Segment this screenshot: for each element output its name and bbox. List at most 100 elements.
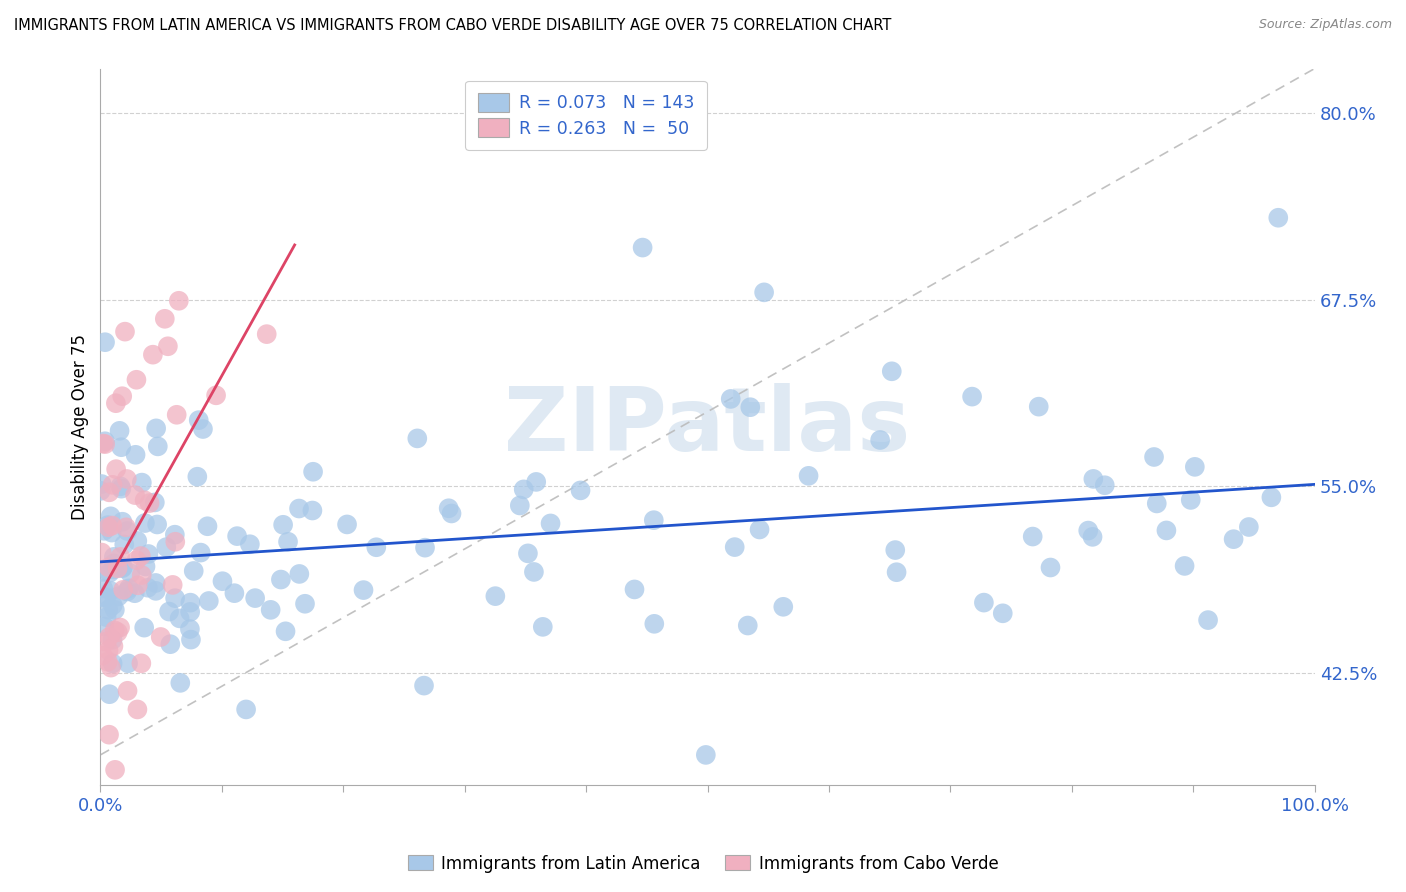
Point [100,660,122,674]
Point [120,566,142,581]
Point [97,560,120,574]
Point [162,578,184,592]
Point [880,364,903,378]
Point [107,561,129,575]
Point [153,311,176,326]
Point [127,533,149,548]
Point [524,475,547,489]
Point [145,576,167,591]
Point [131,568,153,582]
Point [108,424,131,438]
Point [146,517,169,532]
Point [110,482,132,496]
Point [243,591,266,606]
Point [145,421,167,435]
Point [112,537,135,551]
Point [127,702,149,716]
Text: Source: ZipAtlas.com: Source: ZipAtlas.com [1258,18,1392,31]
Point [97,520,120,534]
Point [1180,492,1202,507]
Point [179,596,201,610]
Point [94,634,117,648]
Point [211,574,233,589]
Point [94,434,117,449]
Point [100,525,122,540]
Point [180,632,202,647]
Point [104,624,127,638]
Point [226,529,249,543]
Point [886,565,908,579]
Point [437,501,460,516]
Point [186,469,208,483]
Point [94,437,117,451]
Point [413,679,436,693]
Point [1021,530,1043,544]
Point [205,388,228,402]
Point [143,495,166,509]
Point [100,509,122,524]
Point [973,596,995,610]
Legend: Immigrants from Latin America, Immigrants from Cabo Verde: Immigrants from Latin America, Immigrant… [401,848,1005,880]
Point [752,285,775,300]
Point [540,516,562,531]
Point [110,549,132,564]
Point [239,537,262,551]
Point [103,562,125,576]
Point [1267,211,1289,225]
Point [1174,558,1197,573]
Point [256,327,278,342]
Point [869,433,891,447]
Point [277,534,299,549]
Point [179,605,201,619]
Point [129,549,152,563]
Point [124,448,146,462]
Point [523,565,546,579]
Point [187,413,209,427]
Point [169,676,191,690]
Point [97,643,120,657]
Point [516,546,538,560]
Point [509,499,531,513]
Legend: R = 0.073   N = 143, R = 0.263   N =  50: R = 0.073 N = 143, R = 0.263 N = 50 [465,81,707,150]
Point [100,584,122,599]
Y-axis label: Disability Age Over 75: Disability Age Over 75 [72,334,89,520]
Point [146,439,169,453]
Point [107,590,129,604]
Point [1028,400,1050,414]
Point [166,408,188,422]
Point [1222,532,1244,546]
Point [191,422,214,436]
Point [631,241,654,255]
Point [104,763,127,777]
Point [1143,450,1166,464]
Point [197,519,219,533]
Point [695,747,717,762]
Point [91,591,114,605]
Point [112,582,135,597]
Point [98,485,121,500]
Point [107,625,129,640]
Point [179,622,201,636]
Point [740,401,762,415]
Point [165,534,187,549]
Point [118,582,141,596]
Point [104,396,127,410]
Point [288,566,311,581]
Point [108,620,131,634]
Point [91,582,114,596]
Point [111,561,134,575]
Point [1156,524,1178,538]
Point [110,479,132,493]
Point [302,465,325,479]
Point [93,524,115,538]
Point [235,702,257,716]
Point [94,335,117,350]
Point [163,527,186,541]
Point [91,436,114,450]
Point [531,620,554,634]
Point [101,478,124,492]
Point [134,516,156,530]
Point [145,583,167,598]
Point [93,619,115,633]
Point [142,348,165,362]
